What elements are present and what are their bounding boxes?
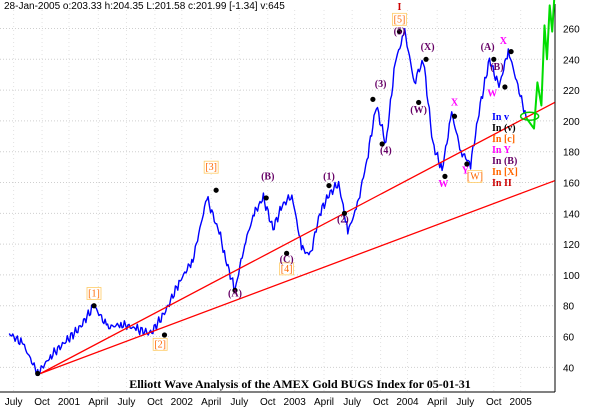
wave-label: (B) [490,62,503,73]
wave-label-box [467,170,483,183]
trendline [40,180,555,375]
in-wave-label: In (v) [492,123,516,134]
y-tick-label: 240 [563,55,580,66]
in-wave-label: In v [492,112,509,123]
wave-label-box [279,262,295,276]
x-tick-label: April [427,397,447,408]
ohlc-readout: 28-Jan-2005 o:203.33 h:204.35 L:201.58 c… [4,1,285,12]
in-wave-label: In II [492,178,512,189]
x-tick-label: April [88,397,108,408]
projection-start-marker [519,111,540,122]
x-tick-label: Oct [34,397,50,408]
in-wave-label: In Y [492,145,512,156]
wave-label: X [500,36,508,47]
wave-label: [5] [394,14,406,25]
wave-label: (5) [394,27,406,38]
wave-pivot-dot [91,303,97,309]
wave-pivot-dot [379,141,385,147]
wave-label: I [398,2,402,13]
wave-pivot-dot [451,113,458,119]
wave-label: (A) [228,289,242,300]
y-tick-label: 180 [563,148,580,159]
wave-label: (1) [323,171,335,182]
x-tick-label: April [201,397,221,408]
x-tick-label: July [343,397,361,408]
y-tick-label: 220 [563,86,580,97]
wave-label-box [86,287,102,300]
wave-pivot-dot [423,56,429,62]
wave-label: X [451,98,459,109]
x-tick-label: July [230,397,248,408]
x-tick-label: Oct [260,397,276,408]
wave-label: (3) [375,79,387,90]
wave-label: [4] [281,264,293,275]
x-tick-label: 2001 [58,397,81,408]
wave-label-box [152,337,168,351]
wave-pivot-dot [464,161,470,167]
wave-label: (W) [410,105,427,116]
wave-label: (C) [280,255,294,266]
y-tick-label: 120 [563,240,580,251]
wave-label: (2) [337,215,349,226]
y-tick-label: 160 [563,179,580,190]
wave-label: [2] [154,339,166,350]
wave-label: W [438,179,448,190]
x-tick-label: July [456,397,474,408]
wave-label: (B) [261,171,274,182]
wave-label: (A) [481,42,495,53]
x-tick-label: 2002 [171,397,194,408]
x-tick-label: Oct [147,397,163,408]
y-tick-label: 140 [563,209,580,220]
wave-pivot-dot [396,28,403,35]
wave-pivot-dot [508,48,514,55]
wave-pivot-dot [232,287,238,293]
x-tick-label: 2004 [396,397,419,408]
y-tick-label: 80 [563,302,575,313]
x-tick-label: Oct [373,397,389,408]
wave-label: W [487,88,497,99]
wave-label: [W] [467,171,483,182]
y-tick-label: 200 [563,117,580,128]
wave-pivot-dot [416,99,422,106]
wave-pivot-dot [491,56,497,62]
wave-label: [1] [88,289,100,300]
wave-label-box [203,160,219,174]
price-line [8,28,527,376]
wave-pivot-dot [161,332,168,338]
wave-pivot-dot [284,250,290,256]
x-tick-label: 2005 [510,397,533,408]
wave-pivot-dot [502,84,508,90]
trendline [40,101,556,375]
wave-label: Y [462,165,470,176]
wave-pivot-dot [341,210,348,216]
y-tick-label: 100 [563,271,580,282]
x-tick-label: Oct [486,397,502,408]
x-tick-label: 2003 [284,397,307,408]
wave-pivot-dot [35,370,41,377]
in-wave-label: In [c] [492,134,515,145]
y-tick-label: 60 [563,333,575,344]
in-wave-label: In [X] [492,167,518,178]
x-tick-label: April [314,397,334,408]
wave-pivot-dot [326,182,332,189]
y-tick-label: 40 [563,363,575,374]
y-tick-label: 260 [563,24,580,35]
wave-label: (4) [380,145,392,156]
wave-pivot-dot [442,173,448,179]
chart-title: Elliott Wave Analysis of the AMEX Gold B… [129,377,471,391]
wave-label: [3] [205,162,217,173]
wave-label-box [392,12,407,26]
wave-label: (X) [421,42,435,53]
wave-pivot-dot [213,187,219,193]
wave-pivot-dot [370,96,376,102]
wave-pivot-dot [263,195,269,201]
in-wave-label: In (B) [492,156,517,167]
x-tick-label: July [118,397,136,408]
x-tick-label: July [5,397,23,408]
